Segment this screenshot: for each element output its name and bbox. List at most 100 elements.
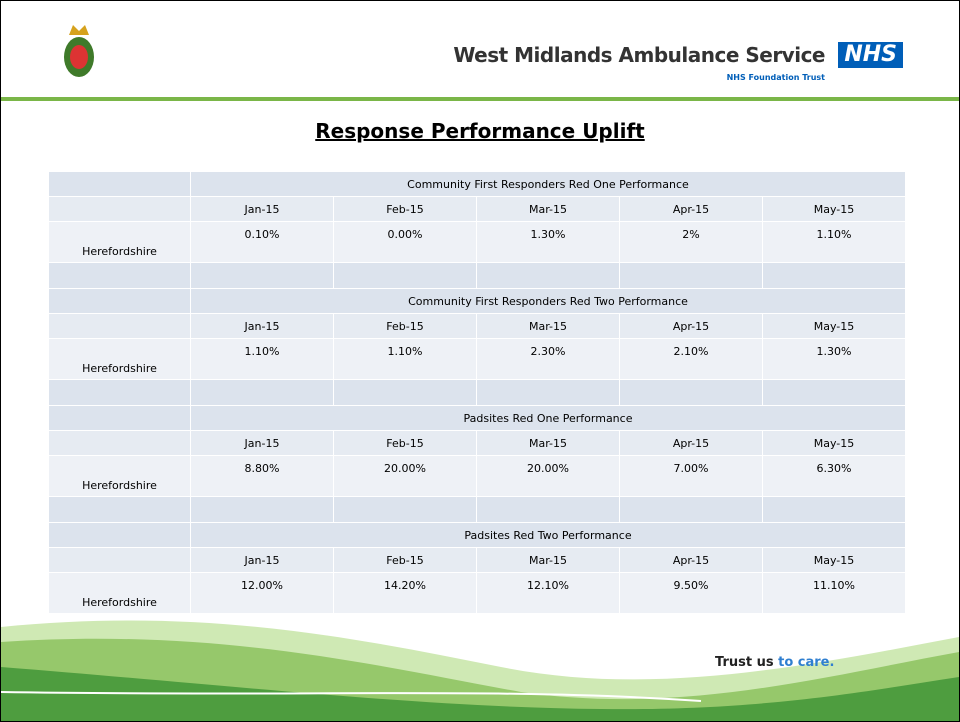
value-cell: 9.50% — [619, 572, 763, 614]
organisation-name: West Midlands Ambulance Service — [453, 43, 825, 67]
section-title-row: Padsites Red One Performance — [48, 405, 906, 431]
value-cell: 0.10% — [190, 221, 334, 263]
empty-cell — [333, 379, 477, 406]
value-cell: 1.30% — [476, 221, 620, 263]
empty-cell — [333, 262, 477, 289]
value-cell: 12.00% — [190, 572, 334, 614]
slogan: Trust us to care. — [715, 655, 834, 670]
empty-cell — [48, 547, 191, 573]
month-cell: Mar-15 — [476, 547, 620, 573]
empty-cell — [333, 496, 477, 523]
month-cell: Jan-15 — [190, 196, 334, 222]
value-cell: 1.10% — [190, 338, 334, 380]
empty-cell — [48, 262, 191, 289]
month-cell: Feb-15 — [333, 313, 477, 339]
value-cell: 20.00% — [476, 455, 620, 497]
header-rule — [1, 97, 959, 101]
month-row: Jan-15 Feb-15 Mar-15 Apr-15 May-15 — [48, 313, 906, 339]
month-cell: May-15 — [762, 313, 906, 339]
value-cell: 20.00% — [333, 455, 477, 497]
empty-cell — [619, 262, 763, 289]
value-cell: 2.10% — [619, 338, 763, 380]
section-title: Community First Responders Red Two Perfo… — [190, 288, 906, 314]
empty-cell — [619, 496, 763, 523]
month-cell: May-15 — [762, 547, 906, 573]
month-cell: Mar-15 — [476, 313, 620, 339]
empty-cell — [762, 379, 906, 406]
value-cell: 1.10% — [762, 221, 906, 263]
empty-cell — [48, 288, 191, 314]
empty-cell — [190, 496, 334, 523]
month-cell: Feb-15 — [333, 430, 477, 456]
crest-logo — [64, 25, 94, 77]
spacer-row — [48, 496, 906, 523]
nhs-badge: NHS — [838, 42, 903, 68]
empty-cell — [476, 262, 620, 289]
month-cell: Apr-15 — [619, 430, 763, 456]
section-title-row: Community First Responders Red One Perfo… — [48, 171, 906, 197]
organisation-subtitle: NHS Foundation Trust — [726, 73, 825, 82]
empty-cell — [48, 496, 191, 523]
month-cell: Jan-15 — [190, 313, 334, 339]
month-cell: May-15 — [762, 430, 906, 456]
month-cell: Jan-15 — [190, 430, 334, 456]
data-row: Herefordshire 8.80% 20.00% 20.00% 7.00% 6.30% — [48, 455, 906, 497]
section-title-row: Padsites Red Two Performance — [48, 522, 906, 548]
empty-cell — [762, 262, 906, 289]
empty-cell — [619, 379, 763, 406]
slogan-end: to care. — [778, 655, 835, 670]
section-title: Padsites Red One Performance — [190, 405, 906, 431]
month-cell: Jan-15 — [190, 547, 334, 573]
empty-cell — [48, 405, 191, 431]
value-cell: 14.20% — [333, 572, 477, 614]
value-cell: 7.00% — [619, 455, 763, 497]
empty-cell — [476, 379, 620, 406]
empty-cell — [48, 522, 191, 548]
empty-cell — [48, 196, 191, 222]
value-cell: 2% — [619, 221, 763, 263]
value-cell: 2.30% — [476, 338, 620, 380]
month-cell: Apr-15 — [619, 547, 763, 573]
row-label: Herefordshire — [48, 338, 191, 380]
month-row: Jan-15 Feb-15 Mar-15 Apr-15 May-15 — [48, 196, 906, 222]
value-cell: 1.30% — [762, 338, 906, 380]
month-cell: Mar-15 — [476, 430, 620, 456]
footer-swoosh — [1, 620, 959, 721]
month-cell: Mar-15 — [476, 196, 620, 222]
data-row: Herefordshire 1.10% 1.10% 2.30% 2.10% 1.30% — [48, 338, 906, 380]
section-title: Padsites Red Two Performance — [190, 522, 906, 548]
spacer-row — [48, 262, 906, 289]
month-cell: Apr-15 — [619, 313, 763, 339]
data-row: Herefordshire 12.00% 14.20% 12.10% 9.50% 11.1… — [48, 572, 906, 614]
row-label: Herefordshire — [48, 221, 191, 263]
empty-cell — [190, 262, 334, 289]
value-cell: 8.80% — [190, 455, 334, 497]
slogan-start: Trust us — [715, 655, 774, 670]
data-row: Herefordshire 0.10% 0.00% 1.30% 2% 1.10% — [48, 221, 906, 263]
month-row: Jan-15 Feb-15 Mar-15 Apr-15 May-15 — [48, 430, 906, 456]
performance-table: Community First Responders Red One Perfo… — [48, 171, 906, 614]
empty-cell — [190, 379, 334, 406]
month-row: Jan-15 Feb-15 Mar-15 Apr-15 May-15 — [48, 547, 906, 573]
month-cell: May-15 — [762, 196, 906, 222]
section-title-row: Community First Responders Red Two Perfo… — [48, 288, 906, 314]
empty-cell — [48, 313, 191, 339]
month-cell: Apr-15 — [619, 196, 763, 222]
empty-cell — [48, 379, 191, 406]
row-label: Herefordshire — [48, 455, 191, 497]
slide-title: Response Performance Uplift — [315, 119, 645, 143]
empty-cell — [476, 496, 620, 523]
value-cell: 6.30% — [762, 455, 906, 497]
empty-cell — [762, 496, 906, 523]
value-cell: 1.10% — [333, 338, 477, 380]
empty-cell — [48, 171, 191, 197]
section-title: Community First Responders Red One Perfo… — [190, 171, 906, 197]
value-cell: 12.10% — [476, 572, 620, 614]
empty-cell — [48, 430, 191, 456]
month-cell: Feb-15 — [333, 196, 477, 222]
value-cell: 0.00% — [333, 221, 477, 263]
spacer-row — [48, 379, 906, 406]
month-cell: Feb-15 — [333, 547, 477, 573]
value-cell: 11.10% — [762, 572, 906, 614]
